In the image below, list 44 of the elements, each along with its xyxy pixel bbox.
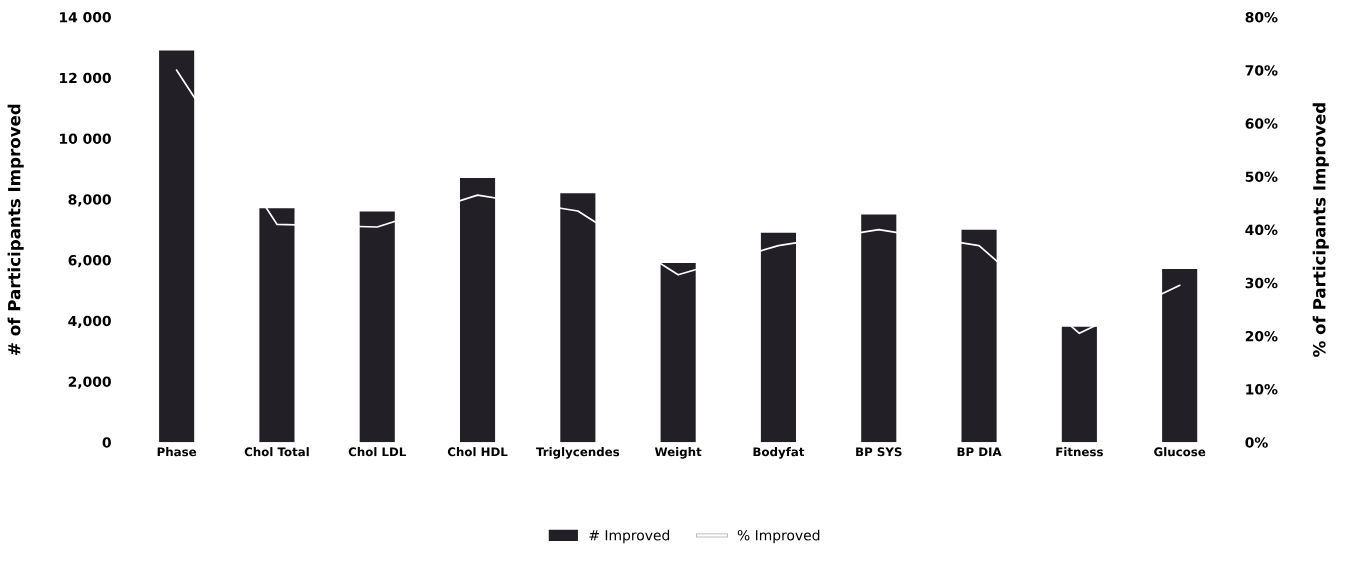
x-tick-label: BP DIA bbox=[957, 447, 1002, 457]
y-tick-label: 14 000 bbox=[60, 11, 111, 23]
x-tick-label: Weight bbox=[654, 447, 702, 459]
legend-label: # Improved bbox=[589, 529, 670, 544]
y-tick-label: 8,000 bbox=[68, 194, 111, 207]
x-tick-label: Chol Total bbox=[244, 447, 309, 457]
bar bbox=[259, 208, 295, 443]
legend-label: % Improved bbox=[737, 529, 820, 544]
y-axis-title: # of Participants Improved bbox=[7, 104, 24, 355]
y-tick-label: 4,000 bbox=[68, 315, 111, 329]
y2-tick-label: 70% bbox=[1245, 65, 1278, 76]
y2-tick-label: 20% bbox=[1245, 330, 1278, 342]
y2-tick-label: 80% bbox=[1245, 11, 1278, 23]
x-tick-label: Bodyfat bbox=[753, 447, 805, 459]
y2-tick-label: 0% bbox=[1245, 437, 1268, 448]
line-series bbox=[175, 69, 1181, 335]
x-tick-label: Chol HDL bbox=[447, 447, 508, 457]
bar bbox=[961, 229, 997, 443]
x-tick-label: Glucose bbox=[1154, 447, 1206, 457]
bar bbox=[861, 214, 897, 443]
bar bbox=[1162, 269, 1198, 443]
bar bbox=[560, 193, 596, 443]
y2-tick-label: 60% bbox=[1245, 118, 1278, 129]
y-tick-label: 0 bbox=[102, 437, 111, 448]
x-tick-label: Fitness bbox=[1056, 447, 1103, 457]
y2-tick-label: 10% bbox=[1246, 384, 1278, 395]
x-tick-label: Chol LDL bbox=[348, 447, 407, 457]
bar bbox=[1061, 326, 1097, 443]
y2-tick-label: 30% bbox=[1245, 277, 1278, 289]
y2-tick-label: 40% bbox=[1245, 224, 1278, 236]
bar bbox=[760, 232, 797, 443]
y2-tick-label: 50% bbox=[1245, 171, 1278, 182]
y-tick-label: 10 000 bbox=[60, 133, 111, 144]
x-tick-label: Triglycendes bbox=[536, 447, 620, 459]
y-tick-label: 2,000 bbox=[68, 376, 111, 389]
x-tick-label: BP SYS bbox=[856, 447, 902, 457]
x-tick-label: Phase bbox=[157, 447, 197, 457]
y-tick-label: 6,000 bbox=[68, 254, 111, 268]
bar bbox=[660, 263, 696, 443]
bar bbox=[359, 211, 395, 443]
y2-axis-title: % of Participants Improved bbox=[1312, 103, 1329, 357]
bar bbox=[459, 178, 496, 443]
bar bbox=[159, 50, 195, 443]
y-tick-label: 12 000 bbox=[60, 72, 111, 84]
